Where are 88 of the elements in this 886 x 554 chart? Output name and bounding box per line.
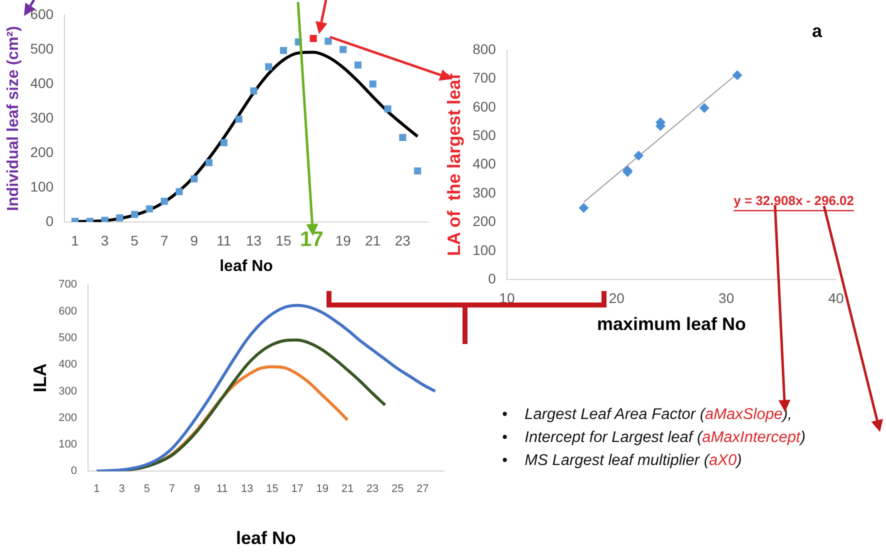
x-axis-title: leaf No: [220, 258, 274, 275]
point: [131, 210, 138, 218]
point: [250, 87, 258, 94]
point: [414, 167, 422, 174]
y-tick-label: 700: [58, 278, 77, 291]
x-tick-label: 3: [118, 482, 125, 495]
x-tick-label: 21: [365, 232, 381, 248]
x-tick-label: 27: [416, 482, 429, 495]
x-tick-label: 23: [366, 482, 379, 495]
y-tick-label: 600: [472, 98, 496, 114]
y-tick-label: 700: [472, 70, 496, 86]
x-tick-label: 23: [394, 232, 411, 248]
x-axis-title: maximum leaf No: [596, 314, 746, 334]
point: [101, 216, 108, 222]
point: [310, 34, 317, 42]
x-axis-title: leaf No: [236, 528, 296, 548]
y-tick-label: 100: [30, 178, 54, 194]
text: • Intercept for Largest leaf (aMaxIntercept): [502, 429, 806, 446]
x-tick-label: 9: [194, 482, 200, 495]
x-tick-label: 17: [291, 482, 304, 495]
x-tick-label: 1: [71, 232, 80, 248]
x-tick-label: 19: [335, 232, 352, 248]
y-tick-label: 100: [58, 438, 77, 451]
x-tick-label: 11: [216, 232, 232, 248]
x-tick-label: 13: [246, 232, 262, 248]
y-tick-label: 200: [472, 213, 496, 230]
x-tick-label: 21: [341, 482, 354, 495]
y-tick-label: 500: [472, 126, 496, 143]
y-axis-title: Individual leaf size (cm²): [5, 26, 22, 211]
x-tick-label: 15: [266, 482, 278, 495]
x-tick-label: 7: [160, 232, 168, 248]
y-tick-label: 400: [30, 74, 54, 91]
y-tick-label: 500: [30, 40, 54, 56]
x-tick-label: 30: [718, 290, 734, 306]
y-tick-label: 300: [30, 109, 54, 126]
y-tick-label: 800: [472, 40, 496, 57]
y-tick-label: 200: [58, 412, 77, 424]
point: [235, 116, 242, 123]
y-tick-label: 0: [488, 270, 496, 286]
point: [220, 139, 228, 146]
point: [340, 46, 347, 54]
point: [280, 47, 288, 54]
y-tick-label: 100: [472, 242, 496, 258]
y-axis-title: LA of the largest leaf: [444, 72, 464, 256]
point: [190, 175, 198, 182]
line-series: [95, 304, 437, 472]
y-tick-label: 400: [472, 156, 496, 172]
x-tick-label: 9: [190, 232, 198, 248]
y-tick-label: 500: [58, 332, 77, 344]
point: [399, 134, 406, 142]
y-axis-title: ILA: [30, 363, 50, 392]
y-tick-label: 600: [58, 305, 77, 318]
point: [265, 63, 272, 70]
x-tick-label: 15: [276, 232, 292, 248]
point: [578, 202, 589, 213]
y-tick-label: 600: [30, 6, 54, 22]
point: [116, 214, 124, 222]
x-tick-label: 13: [241, 482, 254, 495]
point: [634, 150, 644, 161]
x-tick-label: 25: [391, 482, 404, 495]
point: [324, 38, 332, 45]
point: [176, 188, 183, 196]
x-tick-label: 19: [316, 482, 329, 495]
x-tick-label: 1: [94, 482, 100, 495]
point: [146, 205, 153, 212]
text: • MS Largest leaf multiplier (aX0): [502, 452, 742, 469]
annotation: y = 32.908x - 296.02: [734, 193, 854, 208]
x-tick-label: 3: [100, 232, 109, 248]
point: [160, 198, 168, 205]
y-tick-label: 300: [58, 385, 77, 398]
point: [369, 80, 376, 88]
point: [699, 102, 710, 113]
point: [732, 70, 742, 80]
x-tick-label: 20: [608, 290, 625, 306]
y-tick-label: 200: [30, 144, 54, 160]
x-tick-label: 5: [130, 232, 139, 248]
point: [384, 105, 392, 112]
y-tick-label: 0: [70, 465, 77, 478]
point: [206, 159, 213, 166]
x-tick-label: 40: [828, 290, 844, 306]
text: a: [812, 20, 823, 41]
y-tick-label: 400: [58, 358, 77, 371]
y-tick-label: 0: [46, 212, 54, 229]
x-tick-label: 7: [168, 482, 176, 495]
x-tick-label: 11: [216, 482, 228, 495]
x-tick-label: 5: [144, 482, 150, 495]
y-tick-label: 300: [472, 184, 496, 200]
point: [354, 61, 362, 69]
